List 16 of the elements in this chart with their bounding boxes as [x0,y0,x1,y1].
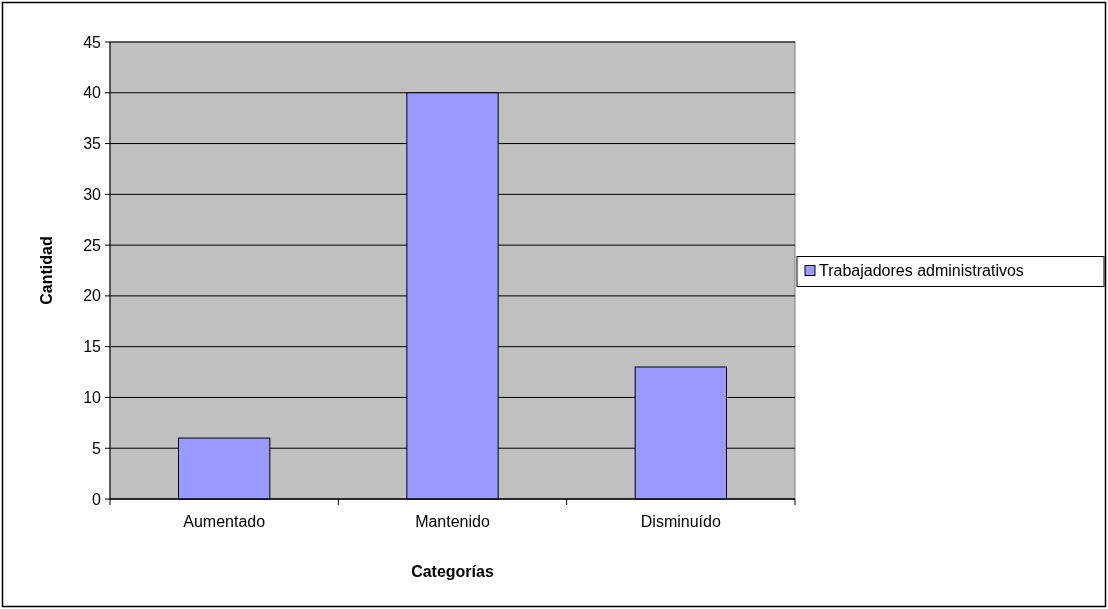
legend-label: Trabajadores administrativos [819,262,1024,280]
y-tick-label: 25 [83,236,102,254]
y-tick-label: 5 [92,439,102,457]
y-tick-label: 35 [83,135,102,153]
y-tick-label: 0 [92,490,102,508]
y-tick-label: 15 [83,338,102,356]
y-tick-label: 40 [83,84,102,102]
x-tick-label: Aumentado [183,513,266,530]
x-tick-label: Disminuído [640,513,721,530]
y-tick-label: 10 [83,389,102,407]
x-tick-label: Mantenido [415,513,490,530]
x-axis-title: Categorías [411,563,494,580]
y-tick-label: 30 [83,185,102,203]
y-axis-title: Cantidad [38,236,55,305]
y-tick-label: 45 [83,33,102,51]
y-tick-label: 20 [83,287,102,305]
